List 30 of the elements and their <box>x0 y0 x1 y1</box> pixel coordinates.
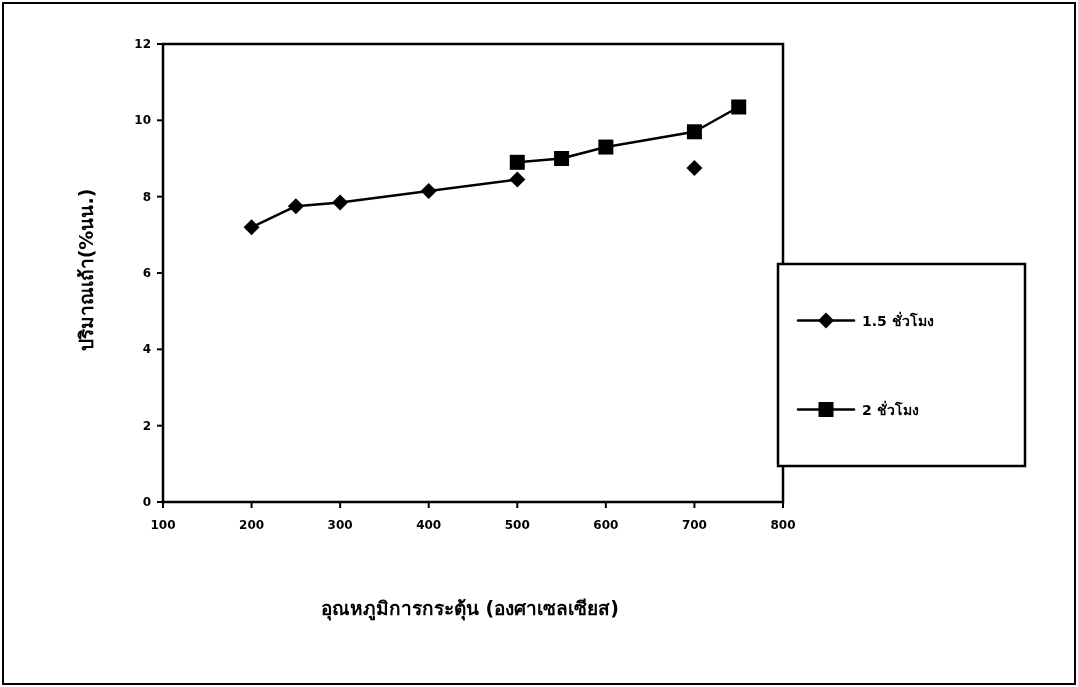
x-tick-label: 300 <box>327 518 353 532</box>
y-tick-label: 6 <box>142 266 151 280</box>
x-tick-label: 600 <box>593 518 619 532</box>
point <box>554 151 570 166</box>
point <box>332 194 349 211</box>
x-tick-label: 800 <box>770 518 796 532</box>
x-tick-label: 400 <box>416 518 442 532</box>
y-tick-label: 0 <box>142 495 151 509</box>
point <box>287 198 304 215</box>
y-tick-label: 8 <box>142 189 151 204</box>
point <box>598 139 614 155</box>
x-tick-label: 700 <box>681 518 707 532</box>
legend-label: 1.5 ชั่วโมง <box>862 310 934 329</box>
y-axis-title: ปริมาณเถ้า(%นน.) <box>75 188 97 352</box>
point <box>731 99 747 115</box>
x-tick-label: 200 <box>239 518 265 532</box>
y-tick-label: 4 <box>142 342 151 357</box>
legend-label: 2 ชั่วโมง <box>862 399 919 418</box>
x-tick-label: 100 <box>150 518 176 532</box>
point <box>509 154 525 170</box>
point <box>420 182 437 199</box>
point <box>509 171 526 188</box>
point <box>686 160 703 177</box>
x-tick-label: 500 <box>504 518 530 532</box>
x-axis-title: อุณหภูมิการกระตุ้น (องศาเซลเซียส) <box>321 597 619 621</box>
y-tick-label: 10 <box>134 113 151 128</box>
point <box>686 124 702 140</box>
point <box>243 219 260 236</box>
y-tick-label: 12 <box>134 37 151 51</box>
y-tick-label: 2 <box>142 418 151 433</box>
